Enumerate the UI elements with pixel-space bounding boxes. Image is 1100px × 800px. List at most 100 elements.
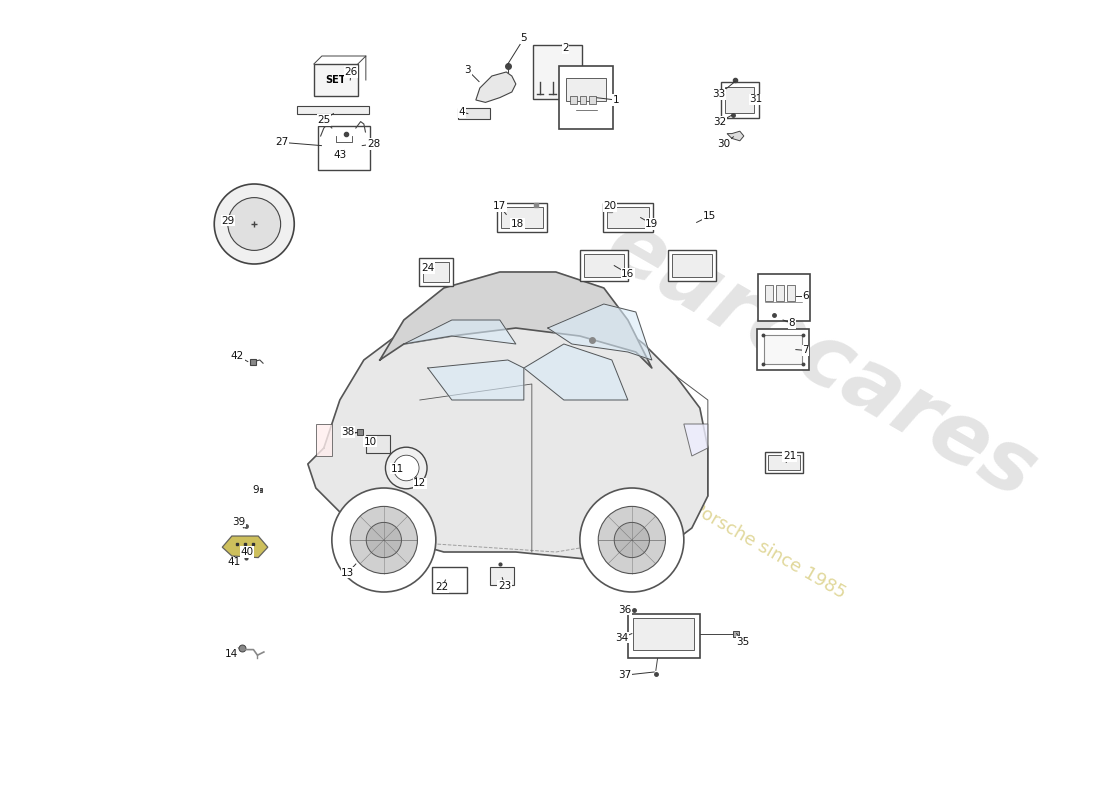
Circle shape bbox=[214, 184, 294, 264]
Circle shape bbox=[394, 455, 419, 481]
Circle shape bbox=[614, 522, 649, 558]
Text: 26: 26 bbox=[344, 67, 358, 77]
Bar bbox=[502, 207, 543, 228]
Bar bbox=[590, 96, 596, 104]
Bar bbox=[628, 614, 700, 658]
Text: 6: 6 bbox=[802, 291, 808, 301]
Text: 41: 41 bbox=[228, 558, 241, 567]
Polygon shape bbox=[524, 344, 628, 400]
Circle shape bbox=[366, 522, 402, 558]
Polygon shape bbox=[428, 360, 524, 400]
Bar bbox=[672, 254, 712, 277]
Text: 40: 40 bbox=[241, 547, 254, 557]
Text: 28: 28 bbox=[366, 139, 381, 149]
Bar bbox=[634, 618, 694, 650]
Bar bbox=[720, 82, 759, 118]
Bar bbox=[786, 285, 795, 301]
Bar bbox=[603, 203, 652, 232]
Polygon shape bbox=[727, 131, 744, 141]
Text: 11: 11 bbox=[390, 464, 404, 474]
Bar bbox=[757, 329, 808, 370]
Polygon shape bbox=[404, 320, 516, 344]
Text: 5: 5 bbox=[520, 34, 527, 43]
Text: 39: 39 bbox=[232, 517, 245, 526]
Text: a passion for Porsche since 1985: a passion for Porsche since 1985 bbox=[583, 438, 849, 602]
Text: 10: 10 bbox=[364, 437, 377, 446]
Text: 18: 18 bbox=[510, 219, 524, 229]
Polygon shape bbox=[308, 304, 707, 560]
Bar bbox=[584, 254, 624, 277]
Text: 23: 23 bbox=[498, 581, 512, 590]
Bar bbox=[763, 335, 802, 364]
Text: 8: 8 bbox=[789, 318, 795, 328]
Text: 43: 43 bbox=[333, 150, 346, 160]
Text: 21: 21 bbox=[783, 451, 796, 461]
Text: 19: 19 bbox=[646, 219, 659, 229]
Polygon shape bbox=[684, 424, 707, 456]
Text: 2: 2 bbox=[562, 43, 569, 53]
Text: eurocares: eurocares bbox=[592, 203, 1052, 517]
Text: 30: 30 bbox=[717, 139, 730, 149]
Polygon shape bbox=[548, 304, 652, 360]
Text: 3: 3 bbox=[464, 66, 471, 75]
Bar bbox=[559, 66, 614, 129]
Text: 34: 34 bbox=[616, 633, 629, 642]
Text: 9: 9 bbox=[253, 485, 260, 494]
Polygon shape bbox=[476, 72, 516, 102]
Text: 22: 22 bbox=[436, 582, 449, 592]
Bar bbox=[491, 567, 514, 585]
Bar bbox=[580, 96, 586, 104]
Text: 33: 33 bbox=[713, 90, 726, 99]
Text: 16: 16 bbox=[621, 269, 635, 278]
Text: 37: 37 bbox=[618, 670, 631, 680]
Text: 13: 13 bbox=[341, 568, 354, 578]
Bar bbox=[725, 87, 755, 113]
Bar bbox=[432, 567, 468, 593]
Text: 36: 36 bbox=[618, 605, 631, 614]
Circle shape bbox=[385, 447, 427, 489]
Circle shape bbox=[350, 506, 417, 574]
Text: 42: 42 bbox=[231, 351, 244, 361]
Bar bbox=[758, 274, 810, 321]
Text: 1: 1 bbox=[613, 95, 619, 105]
Polygon shape bbox=[316, 424, 332, 456]
Text: 7: 7 bbox=[802, 346, 808, 355]
Text: 24: 24 bbox=[421, 263, 434, 273]
Bar bbox=[668, 250, 716, 281]
Bar bbox=[580, 250, 628, 281]
Text: 14: 14 bbox=[224, 649, 238, 658]
Bar bbox=[497, 203, 547, 232]
Bar bbox=[532, 45, 582, 99]
Text: 32: 32 bbox=[713, 117, 726, 126]
Text: 12: 12 bbox=[414, 478, 427, 488]
Text: 29: 29 bbox=[221, 216, 234, 226]
Bar bbox=[314, 64, 358, 96]
Circle shape bbox=[598, 506, 666, 574]
Text: 17: 17 bbox=[493, 202, 506, 211]
Text: 31: 31 bbox=[749, 94, 762, 104]
Text: 20: 20 bbox=[604, 202, 617, 211]
Text: 27: 27 bbox=[276, 138, 289, 147]
Text: 38: 38 bbox=[341, 427, 354, 437]
Bar bbox=[419, 258, 452, 286]
Bar bbox=[764, 285, 772, 301]
Bar bbox=[776, 285, 784, 301]
Bar bbox=[422, 262, 449, 282]
Bar bbox=[570, 96, 576, 104]
Bar bbox=[764, 452, 803, 473]
Polygon shape bbox=[222, 536, 267, 558]
Text: SET: SET bbox=[326, 75, 346, 85]
Bar bbox=[297, 106, 370, 114]
Bar bbox=[768, 455, 800, 470]
Text: 25: 25 bbox=[317, 115, 330, 125]
Bar bbox=[607, 207, 649, 228]
Text: 35: 35 bbox=[736, 637, 750, 646]
Polygon shape bbox=[379, 272, 652, 368]
Text: 15: 15 bbox=[703, 211, 716, 221]
Bar bbox=[566, 78, 606, 101]
Text: 4: 4 bbox=[459, 107, 465, 117]
Circle shape bbox=[228, 198, 280, 250]
Bar bbox=[318, 126, 370, 170]
Circle shape bbox=[332, 488, 436, 592]
Bar bbox=[366, 435, 390, 453]
